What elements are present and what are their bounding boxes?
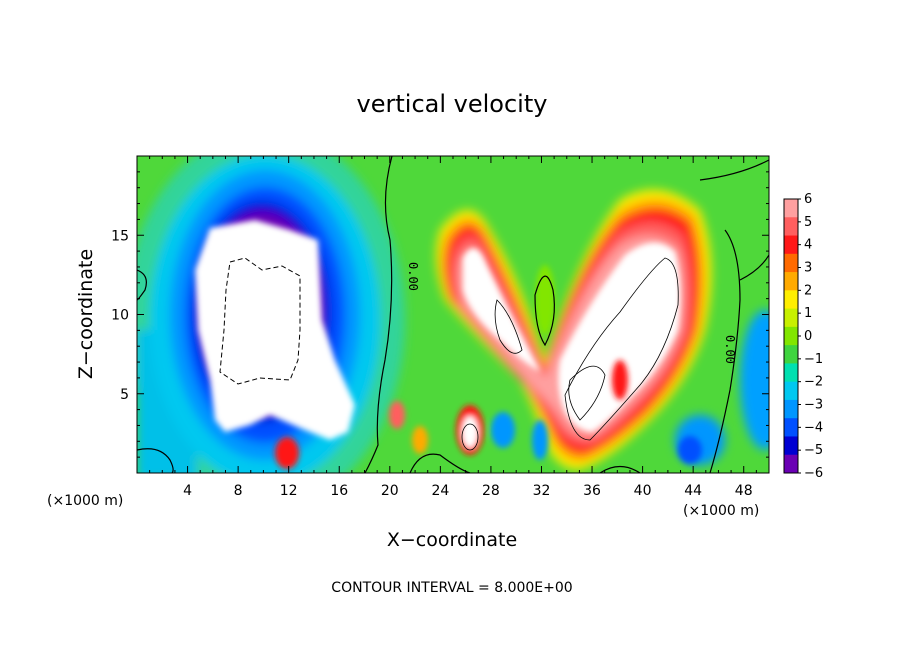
colorbar-band	[784, 290, 798, 310]
colorbar-tick-label: 0	[804, 329, 812, 344]
colorbar-band	[784, 272, 798, 291]
x-tick-label: 36	[583, 483, 601, 499]
colorbar: 6 5 4 3 2 1 0 −1 −2 −3 −4 −5 −6	[783, 192, 823, 481]
negative-contour	[219, 257, 301, 385]
x-tick-label: 48	[735, 483, 753, 499]
x-tick-label: 20	[381, 483, 399, 499]
x-axis-label: X−coordinate	[387, 529, 517, 551]
colorbar-tick-label: −1	[804, 352, 823, 367]
colorbar-band	[784, 418, 798, 437]
colorbar-tick-label: −3	[804, 398, 823, 413]
colorbar-tick-label: 4	[804, 238, 812, 253]
y-tick-label: 10	[111, 308, 129, 324]
x-tick-label: 32	[533, 483, 551, 499]
x-unit-right: (×1000 m)	[683, 503, 759, 519]
colorbar-band	[784, 436, 798, 456]
colorbar-band	[784, 217, 798, 237]
x-tick-label: 8	[234, 483, 243, 499]
x-unit-left: (×1000 m)	[47, 493, 123, 509]
contour-label-2: 0.00	[723, 335, 737, 364]
contour-label-1: 0.00	[406, 262, 420, 291]
y-tick-label: 5	[120, 387, 129, 403]
colorbar-band	[784, 345, 798, 364]
colorbar-tick-label: 1	[804, 306, 812, 321]
colorbar-band	[784, 308, 798, 328]
chart-title: vertical velocity	[357, 90, 548, 118]
velocity-field	[137, 156, 769, 473]
colorbar-tick-label: −5	[804, 443, 823, 458]
colorbar-band	[784, 454, 798, 474]
colorbar-band	[784, 363, 798, 383]
colorbar-tick-label: 6	[804, 192, 812, 207]
contour-interval-note: CONTOUR INTERVAL = 8.000E+00	[331, 580, 572, 596]
x-tick-label: 24	[431, 483, 449, 499]
colorbar-tick-label: −4	[804, 420, 823, 435]
y-tick-label: 15	[111, 228, 129, 244]
x-tick-label: 40	[634, 483, 652, 499]
colorbar-band	[784, 199, 798, 218]
colorbar-tick-label: 2	[804, 283, 812, 298]
colorbar-band	[784, 326, 798, 346]
colorbar-band	[784, 235, 798, 255]
colorbar-band	[784, 253, 798, 273]
x-tick-label: 44	[684, 483, 702, 499]
x-tick-label: 16	[330, 483, 348, 499]
colorbar-tick-label: −6	[804, 466, 823, 481]
x-tick-label: 12	[280, 483, 298, 499]
axis-ticks	[137, 156, 769, 473]
colorbar-band	[784, 399, 798, 419]
x-tick-label: 28	[482, 483, 500, 499]
colorbar-band	[784, 381, 798, 401]
y-axis-label: Z−coordinate	[75, 249, 97, 379]
x-tick-label: 4	[183, 483, 192, 499]
colorbar-tick-label: −2	[804, 375, 823, 390]
colorbar-tick-label: 3	[804, 261, 812, 276]
colorbar-tick-label: 5	[804, 215, 812, 230]
